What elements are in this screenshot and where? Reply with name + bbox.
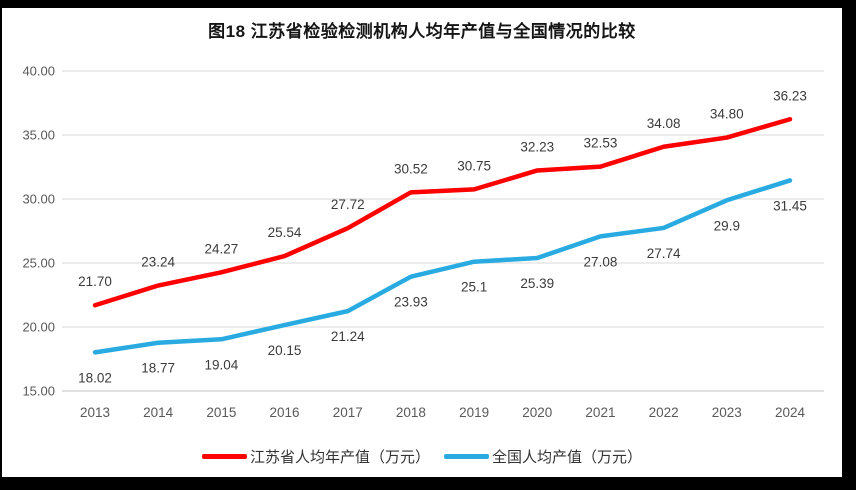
data-label: 24.27 xyxy=(204,241,238,256)
data-label: 23.93 xyxy=(394,295,428,310)
chart-card: 图18 江苏省检验检测机构人均年产值与全国情况的比较 15.00 20.00 25.… xyxy=(2,8,842,477)
data-label: 25.54 xyxy=(268,225,302,240)
x-tick-label: 2017 xyxy=(333,405,363,420)
legend-swatch-blue xyxy=(444,454,489,459)
chart-title: 图18 江苏省检验检测机构人均年产值与全国情况的比较 xyxy=(208,22,636,41)
legend-label: 江苏省人均年产值（万元） xyxy=(249,449,430,466)
x-tick-label: 2022 xyxy=(649,405,679,420)
x-tick-label: 2020 xyxy=(522,405,552,420)
y-tick-label: 15.00 xyxy=(22,384,55,399)
legend-item-jiangsu: 江苏省人均年产值（万元） xyxy=(201,446,430,467)
data-label: 34.08 xyxy=(647,116,681,131)
data-label: 23.24 xyxy=(141,255,175,270)
line-chart: 15.00 20.00 25.00 30.00 35.00 40.00 2013 2014 20… xyxy=(22,64,824,420)
x-tick-label: 2014 xyxy=(143,405,174,420)
x-tick-label: 2021 xyxy=(585,405,615,420)
data-label: 34.80 xyxy=(710,107,744,122)
data-label: 18.77 xyxy=(141,361,175,376)
data-label: 29.9 xyxy=(714,218,740,233)
data-label: 19.04 xyxy=(204,357,238,372)
series-line xyxy=(92,117,793,308)
data-label: 30.75 xyxy=(457,158,491,173)
data-label: 25.1 xyxy=(461,280,487,295)
x-tick-label: 2024 xyxy=(775,405,806,420)
data-label: 32.53 xyxy=(584,136,618,151)
y-tick-label: 35.00 xyxy=(22,128,55,143)
data-label: 21.70 xyxy=(78,274,112,289)
data-label: 30.52 xyxy=(394,161,428,176)
data-label: 27.08 xyxy=(584,254,618,269)
x-tick-label: 2013 xyxy=(80,405,110,420)
legend-swatch-red xyxy=(201,454,247,459)
x-tick-label: 2023 xyxy=(712,405,742,420)
data-label: 31.45 xyxy=(773,198,807,213)
x-tick-label: 2015 xyxy=(206,405,236,420)
data-label: 21.24 xyxy=(331,329,365,344)
data-label: 36.23 xyxy=(773,88,807,103)
data-label: 25.39 xyxy=(520,276,554,291)
y-tick-label: 20.00 xyxy=(22,320,55,335)
y-tick-label: 30.00 xyxy=(22,192,55,207)
data-label: 27.72 xyxy=(331,197,365,212)
legend-label: 全国人均产值（万元） xyxy=(492,449,643,466)
y-tick-label: 25.00 xyxy=(22,256,55,271)
data-label: 18.02 xyxy=(78,370,112,385)
x-tick-label: 2019 xyxy=(459,405,489,420)
chart-legend: 江苏省人均年产值（万元） 全国人均产值（万元） xyxy=(2,446,842,467)
legend-item-national: 全国人均产值（万元） xyxy=(444,446,642,467)
data-label: 27.74 xyxy=(647,246,681,261)
y-tick-label: 40.00 xyxy=(22,64,55,79)
x-tick-label: 2016 xyxy=(270,405,300,420)
data-label: 20.15 xyxy=(268,343,302,358)
x-tick-label: 2018 xyxy=(396,405,426,420)
series-line xyxy=(92,178,793,355)
data-label: 32.23 xyxy=(520,139,554,154)
